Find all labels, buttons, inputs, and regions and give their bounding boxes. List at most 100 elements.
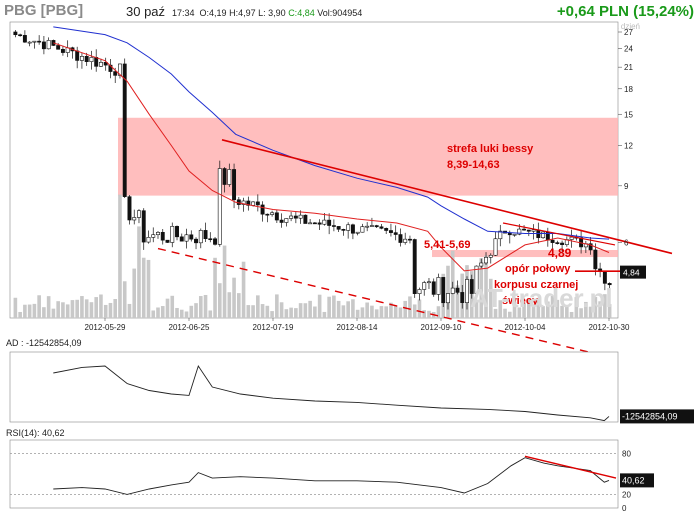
volume-bar [227, 292, 232, 318]
candle-body [232, 169, 237, 201]
candle-body [379, 226, 384, 229]
candle-body [388, 230, 393, 233]
candle-body [41, 41, 46, 50]
y-tick-label: 18 [624, 85, 633, 94]
open-value: O:4,19 [199, 8, 227, 18]
bearish-gap-zone [118, 117, 618, 196]
candle-body [569, 236, 574, 240]
candle-body [141, 210, 146, 243]
volume-bar [32, 303, 37, 318]
y-tick-label: 12 [624, 142, 633, 151]
ad-title: AD : -12542854,09 [6, 338, 82, 348]
trend-lines [157, 139, 673, 357]
candle-body [265, 213, 270, 216]
ad-panel-frame [9, 351, 619, 423]
x-tick-label: 2012-07-19 [253, 323, 294, 332]
volume-bar [370, 305, 374, 318]
axes: 27 24 21 18 15 12 9 6 2012-05-29 2012-06-25 2012-0… [85, 28, 646, 332]
volume-bar [393, 305, 398, 318]
candle-body [484, 256, 488, 264]
volume-bar [141, 257, 146, 318]
candle-body [422, 282, 427, 290]
candle-body [18, 34, 23, 37]
candle-body [431, 281, 436, 295]
volume-bar [488, 278, 493, 318]
volume-bar [37, 295, 41, 318]
volume-bar [408, 296, 412, 318]
support-dashed-line [157, 247, 606, 357]
volume-bar [351, 299, 355, 318]
rsi-panel: RSI(14): 40,62 80 20 0 40,62 [6, 428, 654, 513]
candle-body [303, 214, 308, 224]
volume-bar [99, 294, 103, 318]
candle-body [465, 279, 469, 303]
volume-bar [251, 305, 255, 318]
candle-body [84, 56, 89, 62]
candle-body [360, 226, 365, 233]
candle-body [593, 249, 598, 270]
y-tick-label: 21 [624, 63, 633, 72]
volume-bar [56, 301, 60, 318]
volume-bar [122, 281, 127, 318]
rsi-tick-label: 0 [622, 504, 627, 513]
candle-body [241, 200, 246, 205]
volume-bar [42, 307, 46, 318]
candle-body [22, 35, 27, 43]
volume-bar [379, 306, 384, 318]
candle-body [346, 224, 351, 231]
volume-bar [279, 302, 284, 318]
rsi-tick-label: 80 [622, 450, 631, 459]
rsi-tick-label: 20 [622, 490, 631, 499]
volume-bar [51, 308, 56, 318]
candle-body [89, 57, 94, 62]
volume-bar [294, 308, 298, 318]
x-tick-label: 2012-06-25 [169, 323, 210, 332]
y-tick-label: 15 [624, 110, 633, 119]
volume-bar [412, 304, 417, 318]
last-price-box [620, 265, 646, 279]
candle-body [293, 215, 298, 219]
candle-body [137, 210, 141, 218]
x-tick-label: 2012-09-10 [421, 323, 462, 332]
candle-body [531, 229, 536, 232]
candle-body [474, 265, 479, 294]
ema-lines [53, 26, 610, 272]
time-value: 17:34 [172, 8, 195, 18]
volume-bar [389, 302, 393, 318]
candle-body [184, 234, 189, 242]
candle-body [384, 228, 389, 231]
candle-body [251, 201, 256, 206]
candle-body [37, 40, 42, 43]
volume-bar [265, 305, 270, 318]
volume-bar [374, 309, 379, 318]
volume-bar [165, 298, 170, 318]
candle-body [203, 230, 208, 240]
candle-body [60, 49, 65, 53]
volume-bar [232, 277, 236, 318]
volume-bar [203, 294, 208, 318]
candle-body [398, 234, 403, 243]
small-gap-zone [432, 249, 618, 258]
candle-body [479, 262, 484, 267]
volume-bar [484, 255, 488, 318]
candle-body [403, 238, 408, 243]
volume-bar [151, 310, 156, 318]
candle-body [213, 238, 218, 245]
candle-body [417, 289, 422, 294]
volume-bar [75, 299, 79, 318]
volume-bar [498, 300, 503, 318]
ticker-title: PBG [PBG] [4, 2, 84, 19]
candle-body [79, 56, 84, 61]
candle-body [194, 238, 198, 244]
candle-body [189, 234, 194, 240]
volume-bar [284, 309, 289, 318]
gap-zones [118, 117, 618, 258]
candle-body [175, 226, 179, 238]
candle-body [460, 292, 465, 303]
candle-body [327, 219, 332, 226]
volume-bar [360, 307, 365, 318]
candle-body [227, 169, 232, 185]
high-value: H:4,97 [229, 8, 256, 18]
candle-body [298, 214, 303, 219]
candle-body [46, 40, 51, 50]
